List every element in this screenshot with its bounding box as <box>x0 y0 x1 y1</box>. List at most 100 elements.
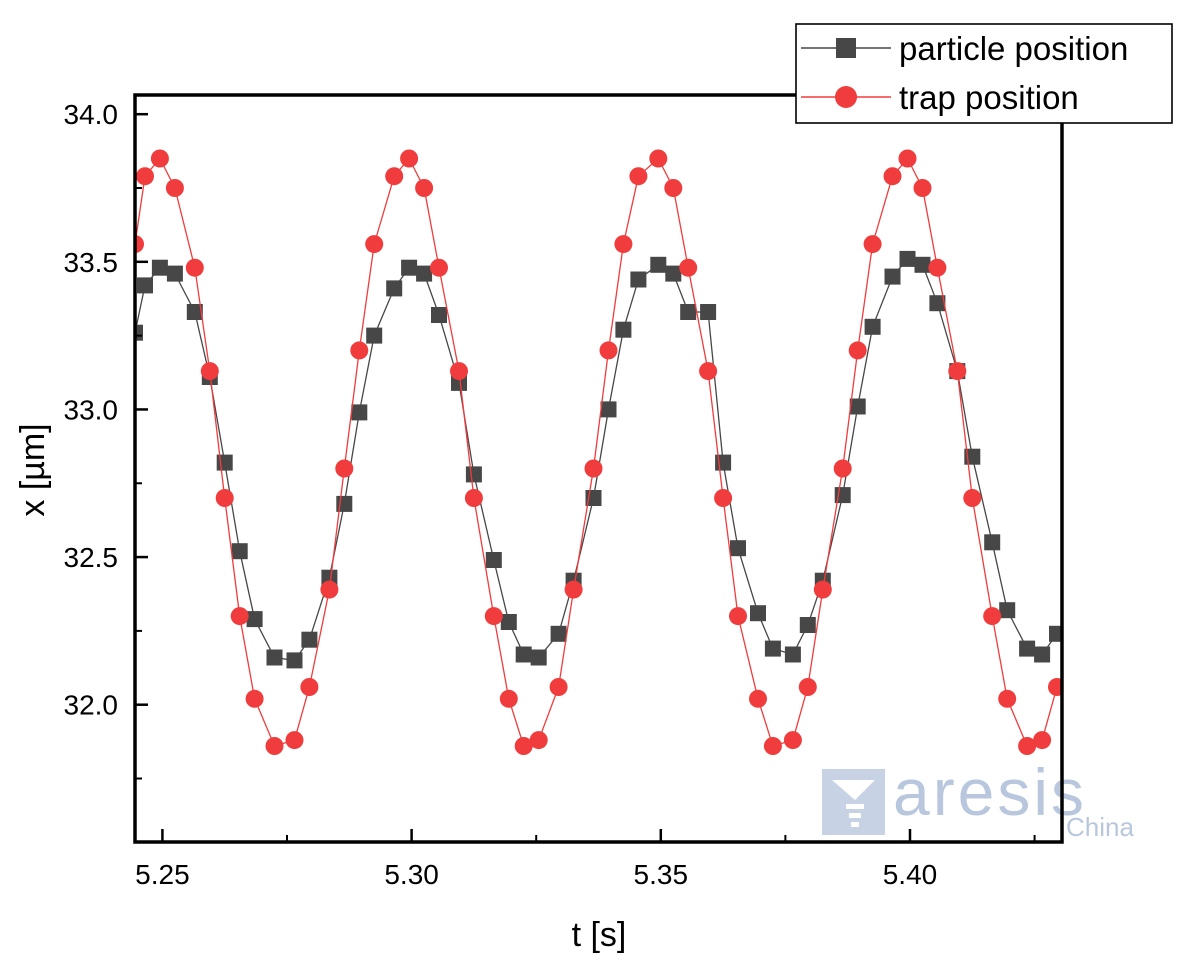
data-point-particle <box>500 614 517 630</box>
data-point-particle <box>984 534 1001 551</box>
data-point-trap <box>584 459 603 478</box>
data-point-particle <box>530 649 547 666</box>
data-point-trap <box>430 258 448 277</box>
data-point-particle <box>301 631 318 648</box>
axis-ticks <box>135 112 1036 842</box>
data-point-trap <box>699 362 718 381</box>
data-point-particle <box>431 307 447 323</box>
data-point-trap <box>763 737 782 755</box>
data-point-particle <box>166 265 183 282</box>
data-point-trap <box>215 489 234 507</box>
data-point-trap <box>165 179 184 197</box>
data-point-trap <box>265 737 284 755</box>
data-point-trap <box>549 678 568 696</box>
axes-frame <box>133 93 1064 844</box>
data-point-trap <box>136 167 154 186</box>
data-point-trap <box>863 235 882 254</box>
data-point-trap <box>385 167 404 186</box>
data-point-particle <box>615 321 632 338</box>
data-point-trap <box>529 731 548 750</box>
data-point-trap <box>614 235 633 254</box>
data-point-trap <box>484 607 503 626</box>
data-point-particle <box>366 327 383 344</box>
data-point-particle <box>151 259 168 276</box>
data-point-particle <box>764 640 781 657</box>
data-point-trap <box>729 607 747 626</box>
y-tick-label: 32.0 <box>64 690 119 721</box>
tick-labels: 5.25 5.30 5.35 5.40 32.0 32.5 33.0 33.5 34.0 <box>64 99 938 890</box>
data-point-trap <box>1048 678 1062 696</box>
data-point-particle <box>700 304 717 320</box>
y-tick-label: 33.5 <box>64 247 119 278</box>
data-point-trap <box>464 489 483 507</box>
data-point-trap <box>664 179 683 197</box>
data-point-particle <box>799 617 816 633</box>
watermark-logo: aresis China <box>822 755 1134 842</box>
data-point-trap <box>883 167 902 186</box>
data-point-particle <box>715 454 732 471</box>
data-point-trap <box>135 235 144 254</box>
data-point-particle <box>186 304 203 320</box>
data-point-trap <box>514 737 533 755</box>
data-point-trap <box>913 179 932 197</box>
data-point-particle <box>137 277 153 294</box>
data-point-trap <box>150 149 169 168</box>
data-point-particle <box>730 540 746 557</box>
legend-label-particle: particle position <box>899 30 1128 67</box>
data-point-trap <box>1018 737 1037 755</box>
series-trap <box>135 149 1062 755</box>
data-point-particle <box>680 304 697 320</box>
y-tick-label: 34.0 <box>64 99 119 130</box>
x-axis-title: t [s] <box>572 916 627 954</box>
data-point-particle <box>401 259 418 276</box>
data-point-particle <box>630 271 647 288</box>
watermark-brand: aresis <box>893 755 1087 829</box>
data-point-trap <box>230 607 249 626</box>
data-point-particle <box>1049 625 1062 642</box>
data-point-trap <box>200 362 219 381</box>
data-point-trap <box>564 580 583 599</box>
series-particle <box>135 250 1062 669</box>
data-point-particle <box>246 611 263 628</box>
legend-marker-particle <box>836 38 856 58</box>
data-point-trap <box>185 258 204 277</box>
data-point-trap <box>848 341 867 360</box>
watermark-icon <box>822 769 885 835</box>
data-point-trap <box>599 341 618 360</box>
legend: particle position trap position <box>795 23 1173 124</box>
data-point-particle <box>515 646 532 663</box>
data-point-particle <box>914 256 931 273</box>
legend-item-particle: particle position <box>801 30 1128 67</box>
legend-marker-trap <box>835 86 857 108</box>
data-point-trap <box>320 580 339 599</box>
data-point-particle <box>650 256 667 273</box>
data-point-trap <box>649 149 668 168</box>
data-point-trap <box>928 258 947 277</box>
data-point-particle <box>1034 646 1051 663</box>
legend-box <box>795 23 1173 124</box>
data-point-trap <box>898 149 917 168</box>
data-point-trap <box>948 362 967 381</box>
data-point-particle <box>550 625 567 642</box>
data-point-trap <box>400 149 419 168</box>
data-point-trap <box>813 580 832 599</box>
legend-item-trap: trap position <box>801 79 1079 116</box>
data-point-particle <box>665 265 682 282</box>
data-point-trap <box>1033 731 1052 750</box>
data-point-particle <box>1019 640 1036 657</box>
data-point-trap <box>499 689 518 708</box>
x-tick-label: 5.25 <box>135 859 190 890</box>
data-point-trap <box>679 258 698 277</box>
data-point-trap <box>833 459 852 478</box>
data-point-trap <box>798 678 817 696</box>
data-point-trap <box>450 362 468 381</box>
data-point-particle <box>216 454 233 471</box>
data-point-trap <box>245 689 264 708</box>
data-point-trap <box>415 179 434 197</box>
data-point-trap <box>963 489 982 507</box>
data-point-particle <box>266 649 283 666</box>
data-point-particle <box>884 268 901 285</box>
data-point-particle <box>899 250 916 267</box>
data-point-particle <box>286 652 303 669</box>
data-point-trap <box>300 678 319 696</box>
